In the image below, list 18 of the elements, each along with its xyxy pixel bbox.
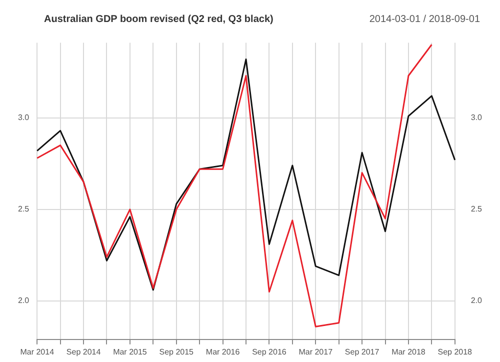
x-tick-label: Sep 2014 [66, 347, 102, 356]
y-tick-label: 2.5 [18, 204, 30, 214]
chart-subtitle: 2014-03-01 / 2018-09-01 [369, 14, 480, 25]
y-tick-label: 3.0 [18, 113, 30, 122]
y2-tick-label: 3.0 [470, 113, 483, 122]
y2-tick-label: 2.0 [470, 296, 483, 306]
x-tick-label: Mar 2014 [20, 347, 55, 356]
x-tick-label: Sep 2015 [159, 347, 194, 356]
y2-tick-label: 2.5 [470, 204, 483, 214]
x-tick-label: Mar 2016 [206, 347, 240, 356]
x-tick-label: Mar 2015 [113, 347, 148, 356]
x-tick-label: Mar 2017 [298, 347, 334, 356]
x-tick-label: Sep 2018 [438, 347, 473, 356]
chart-title: Australian GDP boom revised (Q2 red, Q3 black) [44, 14, 274, 25]
x-tick-label: Mar 2018 [392, 347, 426, 356]
y-tick-label: 2.0 [18, 296, 30, 306]
x-tick-label: Sep 2017 [344, 347, 380, 356]
x-tick-label: Sep 2016 [252, 347, 287, 356]
